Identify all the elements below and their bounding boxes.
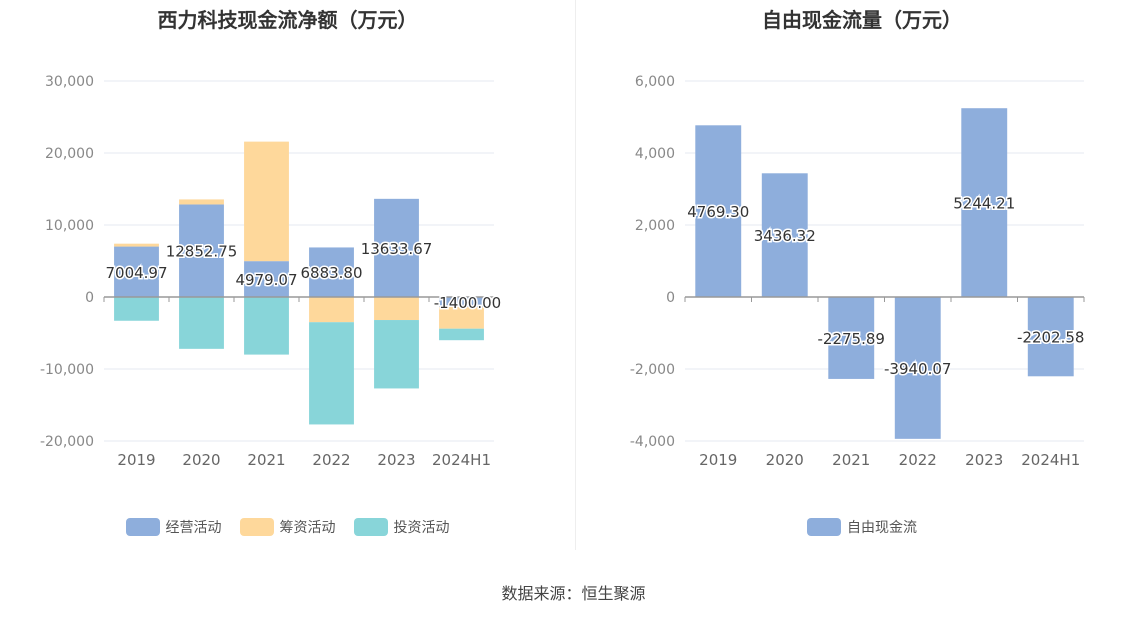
x-tick-label: 2020 — [182, 451, 220, 469]
bar-投资活动-2023 — [374, 320, 419, 389]
data-source-label: 数据来源：恒生聚源 — [501, 584, 646, 603]
x-tick-label: 2024H1 — [1021, 451, 1080, 469]
bar-自由现金流-2023 — [961, 108, 1008, 298]
y-tick-label: 6,000 — [635, 74, 675, 90]
x-tick-label: 2021 — [832, 451, 870, 469]
y-tick-label: 10,000 — [45, 218, 94, 234]
data-label: 6883.80 — [300, 264, 362, 282]
legend-swatch — [353, 518, 388, 536]
x-tick-label: 2023 — [965, 451, 1003, 469]
y-tick-label: 30,000 — [45, 74, 94, 90]
panel-divider — [575, 0, 576, 550]
y-tick-label: 20,000 — [45, 146, 94, 162]
legend-label: 筹资活动 — [279, 520, 336, 536]
y-tick-label: 2,000 — [635, 218, 675, 234]
data-label: 13633.67 — [361, 240, 433, 258]
bar-自由现金流-2021 — [828, 297, 875, 379]
bar-筹资活动-2021 — [244, 141, 289, 262]
x-tick-label: 2022 — [312, 451, 350, 469]
bar-自由现金流-2022 — [894, 297, 941, 439]
bar-投资活动-2022 — [309, 322, 354, 425]
bar-自由现金流-2020 — [761, 173, 808, 297]
chart-title: 西力科技现金流净额（万元） — [157, 8, 418, 32]
data-label: 12852.75 — [166, 243, 238, 261]
free-cash-flow-chart: 自由现金流量（万元） 6,000 4,000 2,000 0 -2,000 -4,000 2… — [577, 0, 1147, 560]
data-label: 4769.30 — [687, 203, 749, 221]
chart-legend: 经营活动 筹资活动 投资活动 — [0, 517, 575, 537]
legend-item[interactable]: 经营活动 — [125, 517, 222, 537]
y-tick-label: -20,000 — [40, 434, 94, 450]
x-tick-label: 2019 — [117, 451, 155, 469]
legend-swatch — [239, 518, 274, 536]
data-label: -2275.89 — [818, 330, 885, 348]
y-tick-label: 0 — [666, 290, 675, 306]
x-tick-label: 2019 — [699, 451, 737, 469]
legend-swatch — [125, 518, 160, 536]
y-tick-label: 0 — [85, 290, 94, 306]
bar-投资活动-2019 — [114, 297, 159, 321]
bar-自由现金流-2024H1 — [1027, 297, 1074, 377]
bar-经营活动-2021 — [244, 261, 289, 297]
x-tick-label: 2021 — [247, 451, 285, 469]
legend-label: 投资活动 — [393, 520, 450, 536]
bar-自由现金流-2019 — [695, 125, 742, 297]
y-tick-label: -4,000 — [630, 434, 675, 450]
bar-经营活动-2024H1 — [439, 297, 484, 308]
legend-label: 经营活动 — [165, 520, 222, 536]
data-label: 4979.07 — [235, 271, 297, 289]
y-tick-label: 4,000 — [635, 146, 675, 162]
bar-投资活动-2024H1 — [439, 328, 484, 341]
bar-筹资活动-2023 — [374, 297, 419, 321]
data-label: -3940.07 — [884, 360, 951, 378]
free-cash-flow-plot: 6,000 4,000 2,000 0 -2,000 -4,000 2019 2020 2021… — [630, 74, 1086, 469]
legend-item[interactable]: 自由现金流 — [807, 517, 917, 537]
cash-flow-net-chart: 西力科技现金流净额（万元） 30,000 20,000 10,000 0 -10,000… — [0, 0, 575, 560]
cash-flow-net-plot: 30,000 20,000 10,000 0 -10,000 -20,000 2019 202… — [40, 74, 503, 469]
chart-title: 自由现金流量（万元） — [762, 8, 962, 32]
bar-筹资活动-2024H1 — [439, 307, 484, 329]
data-label: -1400.00 — [434, 294, 501, 312]
chart-legend: 自由现金流 — [577, 517, 1147, 537]
bar-经营活动-2020 — [179, 204, 224, 297]
legend-swatch — [807, 518, 841, 536]
bar-投资活动-2020 — [179, 297, 224, 349]
x-tick-label: 2024H1 — [432, 451, 491, 469]
x-tick-label: 2020 — [766, 451, 804, 469]
bar-筹资活动-2022 — [309, 297, 354, 323]
x-tick-label: 2023 — [377, 451, 415, 469]
bar-经营活动-2023 — [374, 198, 419, 297]
legend-label: 自由现金流 — [847, 520, 917, 536]
bar-经营活动-2022 — [309, 247, 354, 297]
bar-筹资活动-2019 — [114, 243, 159, 247]
data-label: -2202.58 — [1017, 329, 1084, 347]
x-tick-label: 2022 — [899, 451, 937, 469]
bar-投资活动-2021 — [244, 297, 289, 355]
bar-筹资活动-2020 — [179, 199, 224, 205]
data-label: 5244.21 — [953, 195, 1015, 213]
bar-经营活动-2019 — [114, 246, 159, 297]
data-label: 7004.97 — [105, 264, 167, 282]
y-tick-label: -2,000 — [630, 362, 675, 378]
legend-item[interactable]: 投资活动 — [353, 517, 450, 537]
y-tick-label: -10,000 — [40, 362, 94, 378]
data-label: 3436.32 — [754, 227, 816, 245]
legend-item[interactable]: 筹资活动 — [239, 517, 336, 537]
